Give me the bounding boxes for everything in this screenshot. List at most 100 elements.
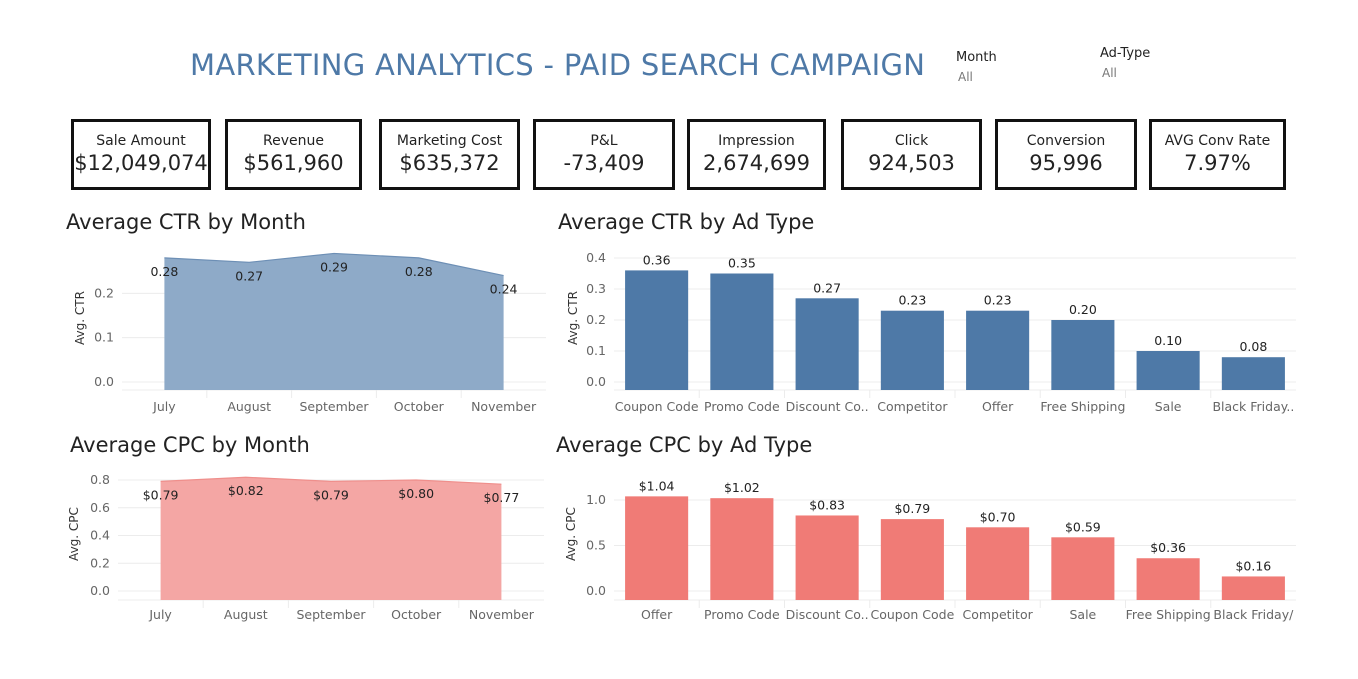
x-tick-label: November [469, 607, 535, 622]
chart-title-ctr-by-month: Average CTR by Month [66, 210, 306, 234]
kpi-label: Sale Amount [96, 133, 186, 149]
data-label: 0.35 [728, 256, 756, 271]
y-tick-label: 0.0 [90, 583, 110, 598]
x-tick-label: Free Shipping [1040, 399, 1125, 414]
bar [966, 310, 1030, 390]
data-label: 0.27 [813, 280, 841, 295]
x-tick-label: Sale [1155, 399, 1182, 414]
chart-title-cpc-by-ad-type: Average CPC by Ad Type [556, 433, 813, 457]
data-label: $0.16 [1235, 558, 1271, 573]
ad-type-filter-value[interactable]: All [1102, 66, 1117, 80]
x-tick-label: August [224, 607, 268, 622]
x-tick-label: October [391, 607, 442, 622]
data-label: 0.23 [984, 293, 1012, 308]
data-label: $0.36 [1150, 540, 1186, 555]
kpi-label: AVG Conv Rate [1164, 133, 1271, 149]
y-tick-label: 0.5 [586, 538, 606, 553]
data-label: 0.20 [1069, 302, 1097, 317]
bar [1051, 320, 1115, 390]
data-label: 0.27 [235, 268, 263, 283]
bar [1051, 537, 1115, 600]
area-fill [164, 253, 504, 390]
y-tick-label: 0.1 [94, 330, 114, 345]
data-label: 0.24 [490, 282, 518, 297]
data-label: $0.83 [809, 497, 845, 512]
ad-type-filter[interactable]: Ad-Type All [1100, 46, 1150, 80]
y-axis-label: Avg. CTR [566, 291, 580, 345]
y-tick-label: 0.0 [586, 374, 606, 389]
x-tick-label: Discount Co.. [786, 399, 869, 414]
data-label: $0.59 [1065, 519, 1101, 534]
data-label: $0.82 [228, 483, 264, 498]
x-tick-label: October [394, 399, 445, 414]
kpi-value: $12,049,074 [74, 151, 208, 175]
x-tick-label: Competitor [963, 607, 1034, 622]
y-tick-label: 1.0 [586, 492, 606, 507]
y-tick-label: 0.4 [90, 528, 110, 543]
chart-title-cpc-by-month: Average CPC by Month [70, 433, 310, 457]
kpi-card-marketing-cost: Marketing Cost $635,372 [379, 119, 520, 190]
x-tick-label: Coupon Code [870, 607, 954, 622]
x-tick-label: Offer [982, 399, 1014, 414]
kpi-value: 7.97% [1184, 151, 1251, 175]
y-tick-label: 0.3 [586, 281, 606, 296]
month-filter[interactable]: Month All [956, 50, 997, 84]
kpi-label: Impression [718, 133, 795, 149]
x-tick-label: Competitor [877, 399, 948, 414]
y-axis-label: Avg. CTR [73, 291, 87, 345]
month-filter-value[interactable]: All [958, 70, 973, 84]
kpi-card-pnl: P&L -73,409 [533, 119, 675, 190]
bar [966, 527, 1030, 600]
data-label: 0.28 [405, 264, 433, 279]
bar [710, 273, 774, 390]
bar [1221, 576, 1285, 600]
kpi-label: Revenue [263, 133, 324, 149]
y-axis-label: Avg. CPC [67, 507, 81, 561]
x-tick-label: Sale [1069, 607, 1096, 622]
kpi-value: -73,409 [563, 151, 645, 175]
x-tick-label: Free Shipping [1126, 607, 1211, 622]
bar [795, 515, 859, 600]
x-tick-label: Promo Code [704, 607, 780, 622]
x-tick-label: July [148, 607, 172, 622]
x-tick-label: July [152, 399, 176, 414]
y-tick-label: 0.4 [586, 250, 606, 265]
x-tick-label: Promo Code [704, 399, 780, 414]
ad-type-filter-label: Ad-Type [1100, 46, 1151, 61]
y-tick-label: 0.0 [94, 374, 114, 389]
data-label: 0.08 [1239, 339, 1267, 354]
month-filter-label: Month [956, 50, 997, 65]
data-label: 0.10 [1154, 333, 1182, 348]
bar [1136, 351, 1200, 390]
data-label: $0.77 [484, 490, 520, 505]
data-label: 0.23 [898, 293, 926, 308]
kpi-card-revenue: Revenue $561,960 [225, 119, 362, 190]
x-tick-label: Offer [641, 607, 673, 622]
data-label: $0.79 [143, 487, 179, 502]
kpi-card-sale-amount: Sale Amount $12,049,074 [71, 119, 211, 190]
bar [880, 310, 944, 390]
x-tick-label: Black Friday/ [1213, 607, 1294, 622]
kpi-label: Marketing Cost [396, 133, 503, 149]
y-tick-label: 0.6 [90, 500, 110, 515]
page-title: MARKETING ANALYTICS - PAID SEARCH CAMPAI… [190, 48, 926, 82]
data-label: $0.80 [398, 486, 434, 501]
x-tick-label: Discount Co.. [786, 607, 869, 622]
y-tick-label: 0.2 [586, 312, 606, 327]
kpi-card-impression: Impression 2,674,699 [687, 119, 826, 190]
y-axis-label: Avg. CPC [564, 507, 578, 561]
bar [880, 519, 944, 600]
kpi-card-conversion: Conversion 95,996 [995, 119, 1137, 190]
x-tick-label: Coupon Code [615, 399, 699, 414]
kpi-value: $561,960 [243, 151, 344, 175]
bar [625, 270, 689, 390]
data-label: $0.79 [313, 487, 349, 502]
bar [1221, 357, 1285, 390]
data-label: 0.36 [643, 252, 671, 267]
bar [795, 298, 859, 390]
x-tick-label: Black Friday.. [1212, 399, 1294, 414]
